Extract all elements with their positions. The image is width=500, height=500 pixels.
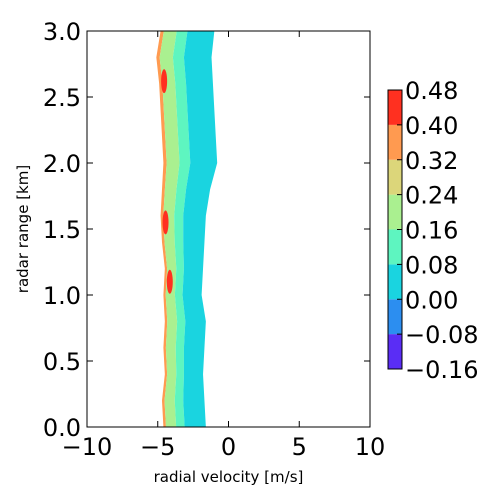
x-axis-label: radial velocity [m/s]	[154, 468, 304, 486]
field-strip	[172, 31, 191, 427]
y-tick-label: 0.0	[43, 414, 81, 442]
y-tick-label: 3.0	[43, 18, 81, 46]
colorbar-tick-label: −0.08	[405, 321, 479, 349]
colorbar-segment	[388, 124, 402, 160]
colorbar-segment	[388, 194, 402, 230]
field-strip	[159, 31, 180, 427]
colorbar-tick-label: 0.32	[405, 147, 458, 175]
colorbar-tick-label: −0.16	[405, 356, 479, 384]
field-strip	[156, 31, 168, 427]
field-highlight	[166, 269, 173, 294]
colorbar-segment	[388, 334, 402, 369]
y-tick-label: 2.0	[43, 150, 81, 178]
velocity-field	[156, 31, 218, 427]
y-tick-label: 2.5	[43, 84, 81, 112]
colorbar-tick-label: 0.08	[405, 251, 458, 279]
colorbar: −0.16 −0.08 0.00 0.08 0.16 0.24 0.32 0.40 0.48	[387, 77, 479, 384]
y-tick-label: 0.5	[43, 348, 81, 376]
x-tick-label: 10	[355, 433, 386, 461]
colorbar-segment	[388, 299, 402, 335]
colorbar-tick-label: 0.40	[405, 112, 458, 140]
plot-frame	[86, 30, 371, 428]
colorbar-segment	[388, 264, 402, 300]
y-tick-label: 1.5	[43, 216, 81, 244]
y-axis-label: radar range [km]	[14, 165, 32, 293]
colorbar-tick-label: 0.24	[405, 182, 458, 210]
x-tick-label: 5	[292, 433, 307, 461]
colorbar-segment	[388, 159, 402, 195]
colorbar-tick-label: 0.48	[405, 77, 458, 105]
colorbar-tick-label: 0.16	[405, 217, 458, 245]
y-axis-ticks: 0.0 0.5 1.0 1.5 2.0 2.5 3.0	[43, 18, 370, 442]
y-tick-label: 1.0	[43, 282, 81, 310]
x-tick-label: −10	[62, 433, 113, 461]
field-highlight	[161, 69, 168, 94]
colorbar-tick-label: 0.00	[405, 286, 458, 314]
x-tick-label: −5	[140, 433, 175, 461]
colorbar-segment	[388, 229, 402, 265]
field-highlight	[162, 210, 169, 235]
x-tick-label: 0	[221, 433, 236, 461]
colorbar-segment	[388, 90, 402, 125]
x-axis-ticks: −10 −5 0 5 10	[62, 31, 386, 461]
field-strip	[182, 31, 218, 427]
